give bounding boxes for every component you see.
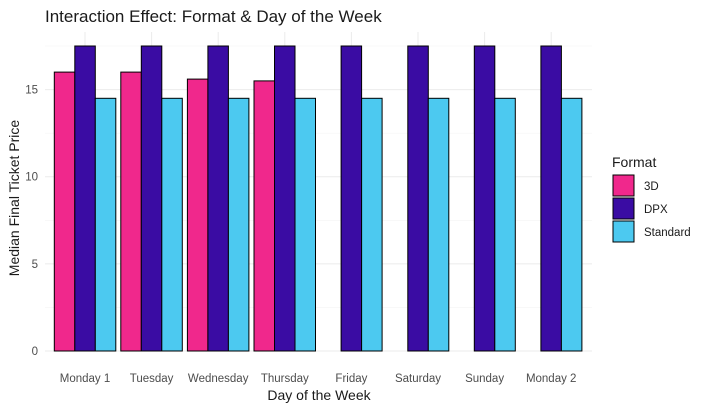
bar-standard-friday	[361, 97, 383, 352]
x-tick-label: Tuesday	[130, 373, 174, 385]
chart-title: Interaction Effect: Format & Day of the …	[45, 7, 382, 26]
x-axis-ticks: Monday 1 Tuesday Wednesday Thursday Friday Sa…	[60, 373, 577, 385]
y-tick-label: 15	[25, 85, 38, 97]
legend-label: Standard	[644, 227, 691, 239]
bar-3d-thursday	[253, 80, 275, 352]
bar-standard-tuesday	[161, 97, 183, 352]
bar-dpx-wednesday	[207, 45, 229, 352]
legend-key-standard	[612, 220, 635, 243]
bar-3d-wednesday	[186, 78, 209, 352]
bar-3d-monday-1	[53, 71, 76, 352]
y-tick-label: 5	[32, 259, 38, 271]
bar-dpx-tuesday	[140, 45, 163, 352]
legend-key-3d	[612, 174, 635, 197]
y-axis-ticks: 0 5 10 15	[25, 85, 38, 358]
bar-3d-tuesday	[120, 71, 142, 352]
bar-standard-wednesday	[227, 97, 250, 352]
bar-standard-monday-2	[560, 97, 583, 352]
y-tick-label: 10	[25, 172, 38, 184]
legend-title: Format	[612, 154, 656, 170]
bar-dpx-friday	[340, 45, 363, 352]
bar-dpx-sunday	[473, 45, 496, 352]
y-axis-title: Median Final Ticket Price	[6, 120, 22, 277]
bar-standard-thursday	[294, 97, 316, 352]
bar-dpx-monday-2	[540, 45, 562, 352]
bar-dpx-saturday	[407, 45, 429, 352]
bar-dpx-thursday	[274, 45, 296, 352]
x-tick-label: Friday	[335, 373, 367, 385]
bar-standard-sunday	[494, 97, 516, 352]
legend-label: 3D	[644, 181, 659, 193]
bar-dpx-monday-1	[74, 45, 96, 352]
x-axis-title: Day of the Week	[267, 387, 371, 403]
x-tick-label: Monday 2	[526, 373, 577, 385]
bars	[53, 45, 583, 352]
x-tick-label: Wednesday	[188, 373, 249, 385]
x-tick-label: Saturday	[395, 373, 441, 385]
legend-key-dpx	[612, 197, 635, 220]
bar-standard-saturday	[427, 97, 450, 352]
x-tick-label: Sunday	[465, 373, 504, 385]
legend: Format 3D DPX Standard	[612, 154, 691, 243]
bar-standard-monday-1	[94, 97, 117, 352]
legend-label: DPX	[644, 204, 668, 216]
y-tick-label: 0	[32, 346, 38, 358]
x-tick-label: Monday 1	[60, 373, 111, 385]
x-tick-label: Thursday	[261, 373, 309, 385]
